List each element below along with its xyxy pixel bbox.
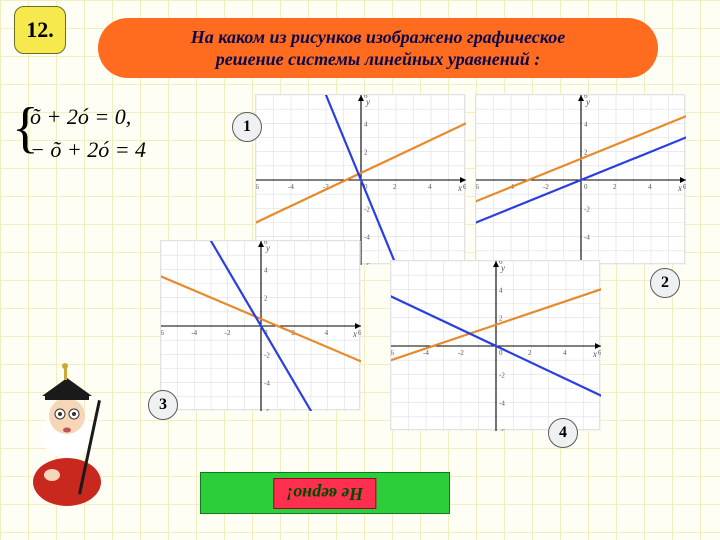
svg-text:4: 4 xyxy=(264,266,268,274)
svg-text:-6: -6 xyxy=(391,349,394,357)
svg-text:x: x xyxy=(677,183,682,193)
chart-badge-3: 3 xyxy=(148,390,178,420)
title-bar: На каком из рисунков изображено графичес… xyxy=(98,18,658,78)
svg-text:4: 4 xyxy=(364,120,368,128)
svg-text:-6: -6 xyxy=(256,183,259,191)
question-number: 12. xyxy=(26,19,54,41)
svg-text:2: 2 xyxy=(528,349,532,357)
slide-content: 12. На каком из рисунков изображено граф… xyxy=(0,0,720,540)
svg-text:-6: -6 xyxy=(161,329,164,337)
svg-text:-6: -6 xyxy=(264,408,270,411)
brace-icon: { xyxy=(12,100,39,156)
svg-text:6: 6 xyxy=(358,329,361,337)
system-equation: { õ + 2ó = 0, − õ + 2ó = 4 xyxy=(30,100,146,166)
wrong-text: Не верно! xyxy=(286,484,363,504)
svg-text:-4: -4 xyxy=(264,380,270,388)
equation-row-1: õ + 2ó = 0, xyxy=(30,100,146,133)
svg-text:-4: -4 xyxy=(499,400,505,408)
chart-1[interactable]: xy-6-4-2246-6-4-22460 xyxy=(255,94,465,264)
svg-text:6: 6 xyxy=(264,241,268,246)
svg-text:-2: -2 xyxy=(543,183,549,191)
svg-text:4: 4 xyxy=(499,286,503,294)
svg-text:-2: -2 xyxy=(499,371,505,379)
equation-row-2: − õ + 2ó = 4 xyxy=(30,133,146,166)
svg-text:6: 6 xyxy=(683,183,686,191)
chart-badge-1: 1 xyxy=(232,112,262,142)
svg-text:6: 6 xyxy=(463,183,466,191)
svg-text:4: 4 xyxy=(648,183,652,191)
svg-text:2: 2 xyxy=(264,295,268,303)
svg-text:2: 2 xyxy=(613,183,617,191)
svg-text:x: x xyxy=(457,183,462,193)
question-number-badge: 12. xyxy=(14,6,66,54)
svg-text:4: 4 xyxy=(428,183,432,191)
svg-text:6: 6 xyxy=(499,261,503,266)
svg-text:-2: -2 xyxy=(264,351,270,359)
chart-badge-4: 4 xyxy=(548,418,578,448)
svg-text:-4: -4 xyxy=(584,234,590,242)
svg-text:6: 6 xyxy=(364,95,368,100)
svg-text:-6: -6 xyxy=(499,428,505,431)
professor-illustration xyxy=(12,360,122,510)
wrong-sticker: Не верно! xyxy=(273,478,376,509)
chart-4[interactable]: xy-6-4-2246-6-4-22460 xyxy=(390,260,600,430)
svg-text:0: 0 xyxy=(584,183,588,191)
svg-text:6: 6 xyxy=(598,349,601,357)
svg-text:-2: -2 xyxy=(458,349,464,357)
chart-3[interactable]: xy-6-4-2246-6-4-22460 xyxy=(160,240,360,410)
title-line-2: решение системы линейных уравнений : xyxy=(216,49,541,69)
svg-text:4: 4 xyxy=(325,329,329,337)
svg-text:6: 6 xyxy=(584,95,588,100)
svg-text:4: 4 xyxy=(584,120,588,128)
svg-text:-4: -4 xyxy=(191,329,197,337)
svg-text:x: x xyxy=(352,329,357,339)
svg-text:-4: -4 xyxy=(288,183,294,191)
svg-text:-2: -2 xyxy=(364,205,370,213)
svg-text:-2: -2 xyxy=(225,329,231,337)
answer-box[interactable]: М Не верно! xyxy=(200,472,450,514)
svg-text:2: 2 xyxy=(364,149,368,157)
svg-text:-2: -2 xyxy=(584,205,590,213)
chart-2[interactable]: xy-6-4-2246-6-4-22460 xyxy=(475,94,685,264)
svg-text:-6: -6 xyxy=(364,262,370,265)
svg-text:4: 4 xyxy=(563,349,567,357)
chart-badge-2: 2 xyxy=(650,268,680,298)
svg-text:-4: -4 xyxy=(364,234,370,242)
svg-text:2: 2 xyxy=(393,183,397,191)
title-text: На каком из рисунков изображено графичес… xyxy=(191,26,565,71)
svg-text:x: x xyxy=(592,349,597,359)
title-line-1: На каком из рисунков изображено графичес… xyxy=(191,27,565,47)
svg-text:-6: -6 xyxy=(476,183,479,191)
